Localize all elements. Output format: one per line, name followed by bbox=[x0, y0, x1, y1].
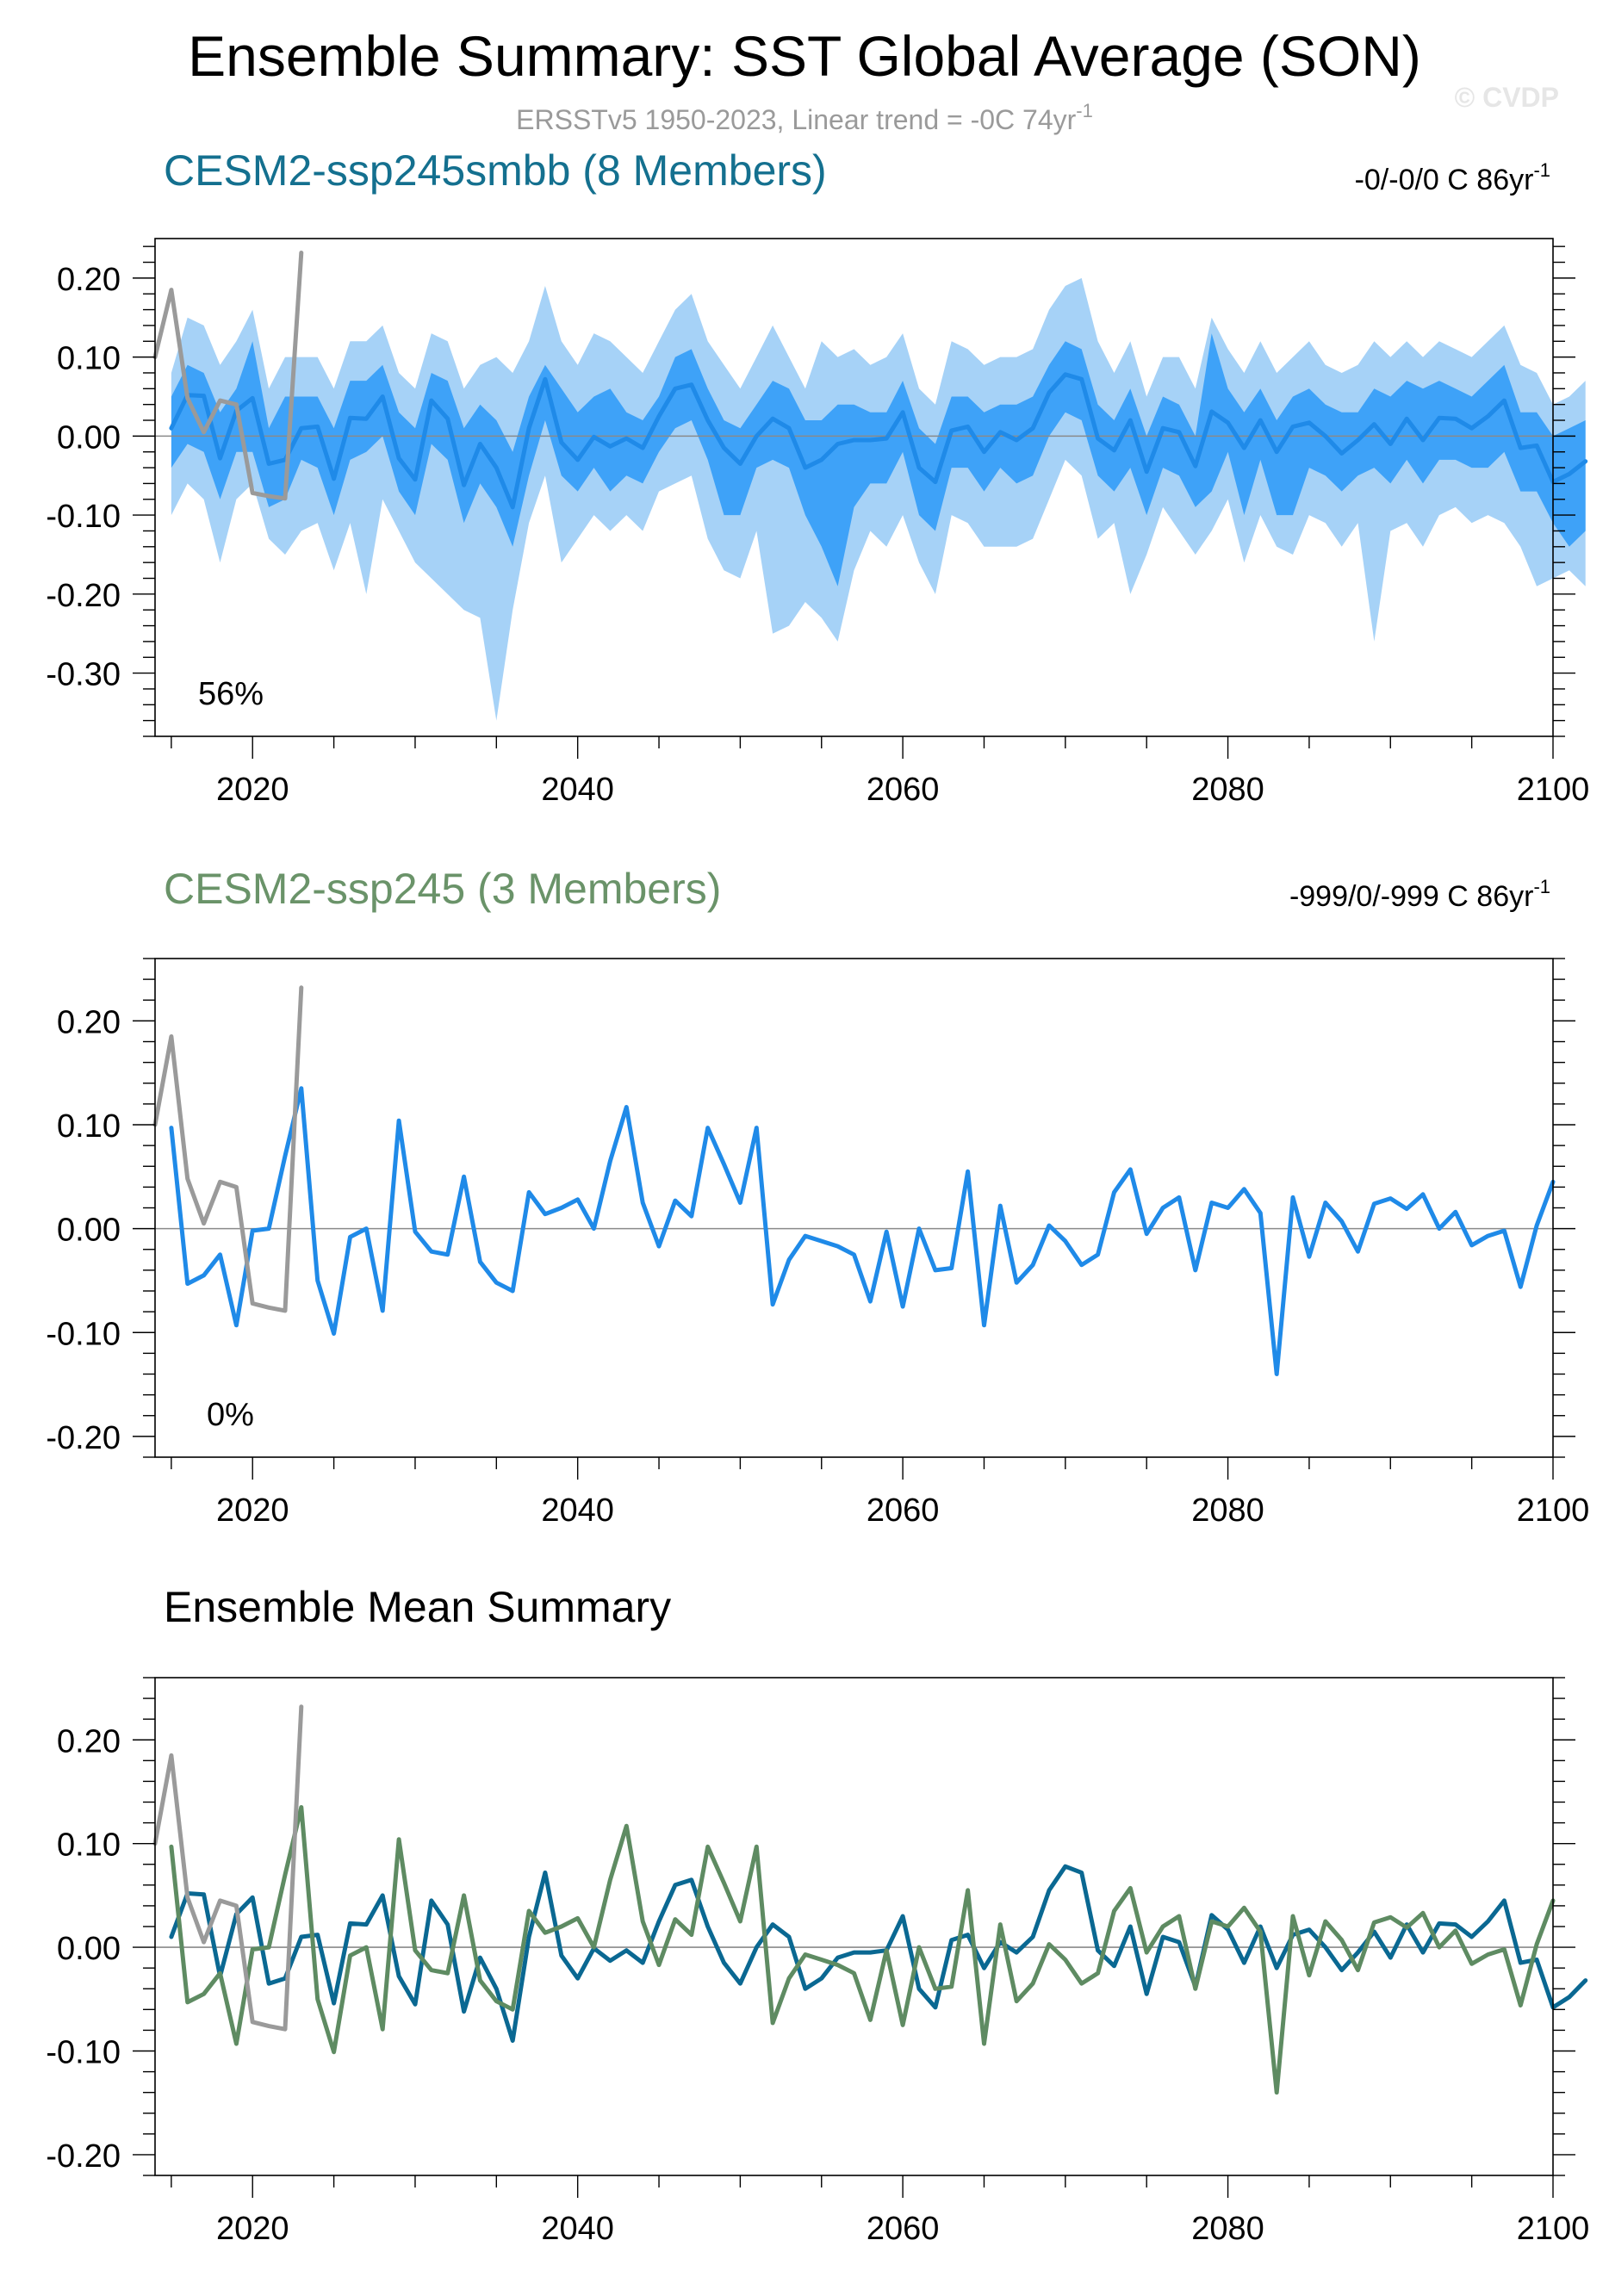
x-tick-label: 2040 bbox=[541, 1492, 614, 1529]
plot-background-1 bbox=[155, 959, 1553, 1457]
y-tick-label: 0.20 bbox=[57, 1723, 121, 1759]
y-tick-label: 0.10 bbox=[57, 1108, 121, 1145]
panel-ssp245-title: CESM2-ssp245 (3 Members) bbox=[164, 865, 721, 913]
panel-smbb-trend-sup: -1 bbox=[1533, 159, 1550, 181]
observations-line bbox=[152, 985, 304, 1313]
x-tick-label: 2080 bbox=[1191, 1492, 1264, 1529]
x-tick-label: 2080 bbox=[1191, 2211, 1264, 2247]
y-tick-label: -0.10 bbox=[46, 1316, 121, 1352]
ensemble-member-line bbox=[169, 1086, 1556, 1376]
smbb-ensemble-mean-line bbox=[169, 1864, 1588, 2043]
panel-smbb-trend-text: -0/-0/0 C 86yr bbox=[1355, 164, 1534, 196]
panel-smbb-trend: -0/-0/0 C 86yr-1 bbox=[1355, 159, 1550, 196]
ensemble-spread-inner-band bbox=[171, 333, 1586, 586]
y-tick-label: -0.30 bbox=[46, 657, 121, 693]
y-tick-label: 0.00 bbox=[57, 1931, 121, 1967]
panel-mean-summary: Ensemble Mean Summary 0.20 0.10 0.00 -0.10 -… bbox=[46, 1583, 1589, 2247]
y-tick-label: -0.20 bbox=[46, 1420, 121, 1456]
x-tick-label: 2100 bbox=[1517, 772, 1590, 808]
panel-smbb-percent: 56% bbox=[198, 676, 264, 712]
panel-smbb-plot: 0.20 0.10 0.00 -0.10 -0.20 -0.30 2020 2040 2060 2… bbox=[46, 238, 1590, 808]
x-tick-label: 2040 bbox=[541, 2211, 614, 2247]
y-tick-label: 0.20 bbox=[57, 262, 121, 298]
y-tick-label: -0.10 bbox=[46, 499, 121, 535]
panel-ssp245-trend-text: -999/0/-999 C 86yr bbox=[1289, 880, 1534, 913]
watermark: © CVDP bbox=[1455, 82, 1559, 113]
panel-mean-summary-title: Ensemble Mean Summary bbox=[164, 1583, 671, 1631]
y-tick-label: 0.00 bbox=[57, 419, 121, 456]
x-tick-label: 2020 bbox=[216, 2211, 289, 2247]
plot-background-2 bbox=[155, 1678, 1553, 2175]
panel-ssp245: CESM2-ssp245 (3 Members) -999/0/-999 C 8… bbox=[46, 865, 1589, 1529]
y-tick-label: -0.20 bbox=[46, 578, 121, 614]
x-tick-label: 2060 bbox=[867, 1492, 940, 1529]
observations-line bbox=[152, 251, 304, 501]
ensemble-spread-outer-band bbox=[171, 277, 1586, 721]
y-tick-label: -0.20 bbox=[46, 2138, 121, 2175]
y-tick-label: 0.10 bbox=[57, 341, 121, 377]
ensemble-mean-line bbox=[169, 372, 1588, 510]
panel-ssp245-trend: -999/0/-999 C 86yr-1 bbox=[1289, 876, 1550, 913]
x-tick-label: 2080 bbox=[1191, 772, 1264, 808]
x-tick-label: 2020 bbox=[216, 1492, 289, 1529]
observations-line bbox=[152, 1704, 304, 2032]
panel-ssp245-trend-sup: -1 bbox=[1533, 876, 1550, 897]
figure-subtitle-main: ERSSTv5 1950-2023, Linear trend = -0C 74… bbox=[516, 104, 1076, 135]
x-tick-label: 2100 bbox=[1517, 2211, 1590, 2247]
x-tick-label: 2100 bbox=[1517, 1492, 1590, 1529]
y-tick-label: -0.10 bbox=[46, 2035, 121, 2071]
y-tick-label: 0.10 bbox=[57, 1827, 121, 1864]
plot-frame bbox=[154, 238, 1554, 737]
figure-title: Ensemble Summary: SST Global Average (SO… bbox=[188, 24, 1421, 88]
x-tick-label: 2060 bbox=[867, 2211, 940, 2247]
y-tick-label: 0.20 bbox=[57, 1004, 121, 1040]
x-tick-label: 2060 bbox=[867, 772, 940, 808]
x-tick-label: 2040 bbox=[541, 772, 614, 808]
figure-subtitle: ERSSTv5 1950-2023, Linear trend = -0C 74… bbox=[516, 100, 1093, 135]
panel-mean-summary-plot: 0.20 0.10 0.00 -0.10 -0.20 2020 2040 2060 2080 21… bbox=[46, 1677, 1590, 2247]
figure-subtitle-sup: -1 bbox=[1076, 100, 1093, 121]
panel-ssp245-percent: 0% bbox=[207, 1397, 254, 1433]
panel-smbb: CESM2-ssp245smbb (8 Members) -0/-0/0 C 8… bbox=[46, 146, 1589, 808]
y-tick-label: 0.00 bbox=[57, 1213, 121, 1249]
panel-smbb-title: CESM2-ssp245smbb (8 Members) bbox=[164, 146, 827, 195]
ssp245-ensemble-mean-line bbox=[169, 1805, 1556, 2095]
panel-ssp245-plot: 0.20 0.10 0.00 -0.10 -0.20 2020 2040 2060 2080 21… bbox=[46, 958, 1590, 1529]
x-tick-label: 2020 bbox=[216, 772, 289, 808]
